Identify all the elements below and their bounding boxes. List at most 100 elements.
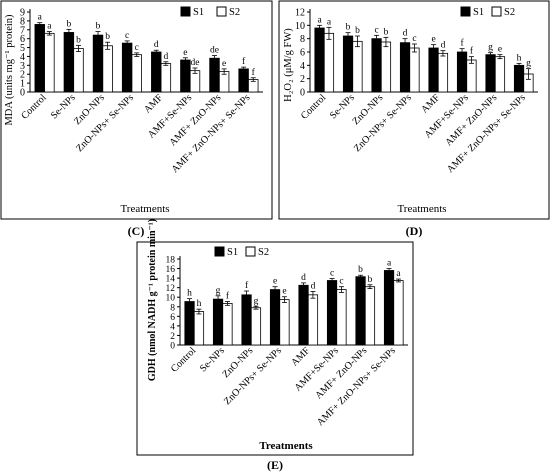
panel-c-y-tick-label: 1 <box>20 79 25 90</box>
panel-c-significance-letter: de <box>191 58 200 68</box>
panel-e-bar-s2 <box>307 294 319 346</box>
panel-e-bar-s2 <box>193 311 205 346</box>
panel-c-significance-letter: f <box>252 67 256 78</box>
panel-d-bar-s2 <box>323 32 335 93</box>
panel-e-legend: S1 S2 <box>214 246 269 258</box>
panel-c-legend-swatch-s2 <box>216 6 227 17</box>
panel-e-y-tick-label: 14 <box>166 275 176 285</box>
panel-e-bar-s1 <box>184 301 195 346</box>
panel-e-bar-s1 <box>326 280 338 346</box>
panel-d-bar-s1 <box>399 42 411 93</box>
panel-e-bar-s2 <box>279 299 290 346</box>
panel-d-legend-swatch-s2 <box>491 6 502 17</box>
panel-e-significance-letter: f <box>226 291 230 302</box>
panel-c-bar-s2 <box>131 54 142 93</box>
panel-e-significance-letter: f <box>245 280 249 291</box>
panel-d-legend-label-s2: S2 <box>504 7 515 18</box>
panel-e-bar-s1 <box>212 298 224 346</box>
panel-c-y-tick-label: 4 <box>20 52 25 63</box>
panel-d-y-axis-title: H₂O₂ (μM/g FW) <box>283 28 294 102</box>
panel-e-y-tick-label: 0 <box>170 342 175 352</box>
panel-c-legend-label-s2: S2 <box>229 7 240 18</box>
panel-c-bar-s2 <box>160 63 172 93</box>
panel-c-x-axis-title: Treatments <box>120 203 169 215</box>
panel-frame-d <box>278 0 550 220</box>
panel-e-significance-letter: c <box>339 277 343 287</box>
panel-d-y-tick-label: 2 <box>300 74 305 85</box>
panel-e-y-tick-label: 12 <box>166 284 176 294</box>
panel-c-significance-letter: b <box>105 32 110 42</box>
panel-frame-c <box>0 0 273 220</box>
panel-d-chart: H₂O₂ (μM/g FW) Treatments S1 S2 0 2 4 6 8 10 1… <box>283 6 538 215</box>
panel-d-y-tick-label: 0 <box>300 88 305 99</box>
panel-d-bar-s2 <box>352 40 363 93</box>
panel-d-significance-letter: h <box>517 53 522 63</box>
panel-c-bar-s1 <box>92 34 104 93</box>
panel-c-y-tick-label: 5 <box>20 43 25 54</box>
panel-d-bar-s2 <box>466 59 477 93</box>
panel-c-legend-swatch-s1 <box>180 6 191 17</box>
panel-d-significance-letter: c <box>374 25 378 35</box>
panel-label-e: (E) <box>267 458 283 472</box>
panel-c-bar-s1 <box>63 32 75 93</box>
panel-e-y-tick-label: 10 <box>166 294 176 304</box>
panel-e-significance-letter: b <box>368 275 373 285</box>
panel-d-bar-s1 <box>371 38 382 93</box>
panel-e-bar-s1 <box>298 284 309 346</box>
panel-e-legend-label-s1: S1 <box>227 247 238 258</box>
panel-e-y-tick-label: 18 <box>166 256 176 266</box>
panel-c-significance-letter: e <box>222 59 226 69</box>
panel-d-category-label: AMF <box>419 92 442 115</box>
panel-e-significance-letter: h <box>197 299 202 309</box>
panel-d-legend-swatch-s1 <box>460 6 471 17</box>
panel-e-significance-letter: d <box>301 273 306 283</box>
panel-e-bar-s2 <box>250 307 262 346</box>
panel-label-c: (C) <box>128 224 145 238</box>
panel-d-y-tick-label: 4 <box>300 61 305 72</box>
panel-d-significance-letter: e <box>498 45 502 55</box>
panel-d-y-tick-label: 12 <box>295 8 305 19</box>
panel-d-bar-s1 <box>485 54 496 93</box>
panel-c-significance-letter: c <box>135 43 139 53</box>
panel-c-significance-letter: b <box>76 35 81 45</box>
panel-e-y-axis-title: GDH (nmol NADH g⁻¹ protein min⁻¹) <box>147 219 158 381</box>
panel-d-legend-label-s1: S1 <box>473 7 484 18</box>
panel-c-significance-letter: de <box>210 46 219 56</box>
panel-e-legend-swatch-s1 <box>214 246 225 257</box>
panel-e-bar-s1 <box>241 294 252 346</box>
panel-c-bar-s1 <box>180 59 191 93</box>
panel-d-significance-letter: e <box>431 35 435 45</box>
panel-c-significance-letter: d <box>163 52 168 62</box>
panel-e-y-tick-label: 2 <box>170 332 175 342</box>
panel-d-bar-s1 <box>513 64 525 93</box>
panel-c-bar-s1 <box>151 51 162 93</box>
panel-e-y-tick-label: 4 <box>170 322 175 332</box>
panel-c-bar-s2 <box>44 32 55 93</box>
panel-e-significance-letter: a <box>387 259 392 269</box>
panel-c-significance-letter: c <box>125 31 129 41</box>
panel-d-significance-letter: b <box>355 26 360 36</box>
panel-d-significance-letter: f <box>460 38 464 49</box>
panel-c-y-tick-label: 0 <box>20 88 25 99</box>
panel-c-bar-s1 <box>238 68 249 93</box>
panel-d-significance-letter: a <box>327 17 332 27</box>
panel-c-bar-s2 <box>73 48 84 93</box>
panel-d-x-axis-title: Treatments <box>397 203 446 215</box>
panel-e-legend-label-s2: S2 <box>258 247 269 258</box>
panel-e-significance-letter: b <box>358 265 363 275</box>
panel-e-significance-letter: c <box>330 269 334 279</box>
panel-d-bar-s2 <box>409 47 420 93</box>
panel-c-y-axis-title: MDA (units mg⁻¹ protein) <box>4 14 15 126</box>
panel-d-significance-letter: a <box>317 15 322 25</box>
panel-d-bar-s1 <box>456 51 468 93</box>
panel-d-bar-s2 <box>437 52 449 93</box>
panel-e-y-tick-label: 8 <box>170 303 175 313</box>
panel-d-bar-s1 <box>314 27 325 93</box>
panel-c-y-tick-label: 2 <box>20 70 25 81</box>
panel-c-bar-s1 <box>209 57 220 93</box>
panel-e-bar-s1 <box>355 276 366 346</box>
panel-c-bar-s2 <box>102 45 113 93</box>
panel-e-bar-s1 <box>383 270 395 346</box>
